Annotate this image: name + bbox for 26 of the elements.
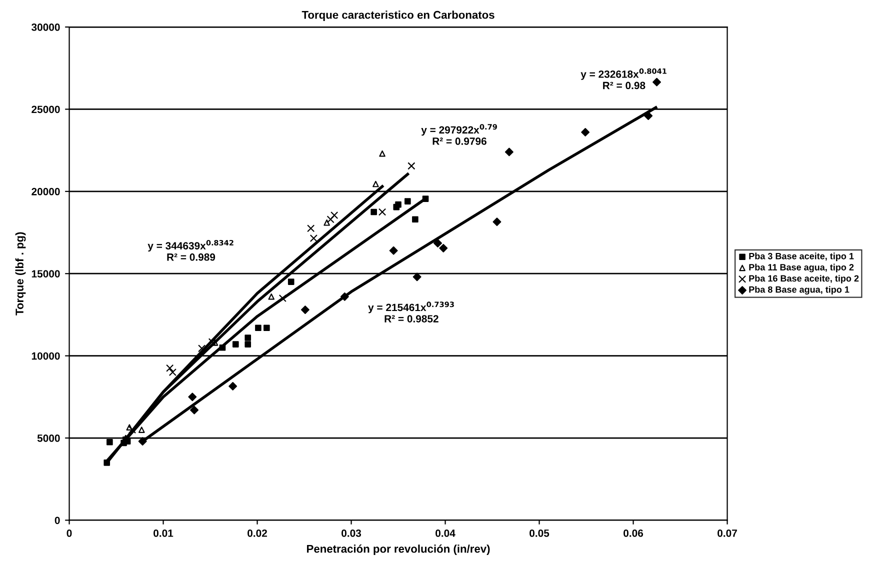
annotation: y = 344639x$^{0.8342}$ R² = 0.989 [148, 240, 234, 261]
x-tick-label: 0.07 [718, 530, 737, 537]
y-axis-title: Torque (lbf . pg) [15, 232, 26, 316]
annotation: y = 215461x$^{0.7393}$ R² = 0.9852 [368, 302, 454, 322]
legend-label: Pba 16 Base aceite, tipo 2 [749, 274, 859, 284]
x-tick-label: 0.05 [530, 530, 550, 537]
x-tick-label: 0.04 [436, 530, 456, 537]
annotation: y = 232618x$^{0.8041}$ R² = 0.98 [580, 68, 666, 90]
chart-title: Torque caracteristico en Carbonatos [302, 10, 494, 21]
x-tick-label: 0 [66, 530, 72, 537]
y-tick-label: 25000 [32, 106, 60, 114]
y-tick-label: 0 [54, 516, 60, 524]
x-tick-label: 0.03 [342, 530, 362, 537]
x-axis-title: Penetración por revolución (in/rev) [307, 544, 490, 555]
y-tick-label: 10000 [32, 352, 60, 360]
legend-label: Pba 11 Base agua, tipo 2 [749, 264, 854, 272]
legend-label: Pba 3 Base aceite, tipo 1 [749, 252, 854, 262]
x-tick-label: 0.02 [248, 530, 267, 537]
y-tick-label: 15000 [32, 270, 60, 278]
x-tick-label: 0.01 [154, 530, 174, 537]
y-tick-label: 20000 [32, 188, 60, 196]
annotation: y = 297922x$^{0.79}$ R² = 0.9796 [421, 124, 497, 145]
x-tick-label: 0.06 [624, 530, 644, 537]
y-tick-label: 5000 [37, 434, 60, 442]
legend-label: Pba 8 Base agua, tipo 1 [749, 286, 850, 295]
y-tick-label: 30000 [32, 24, 60, 31]
